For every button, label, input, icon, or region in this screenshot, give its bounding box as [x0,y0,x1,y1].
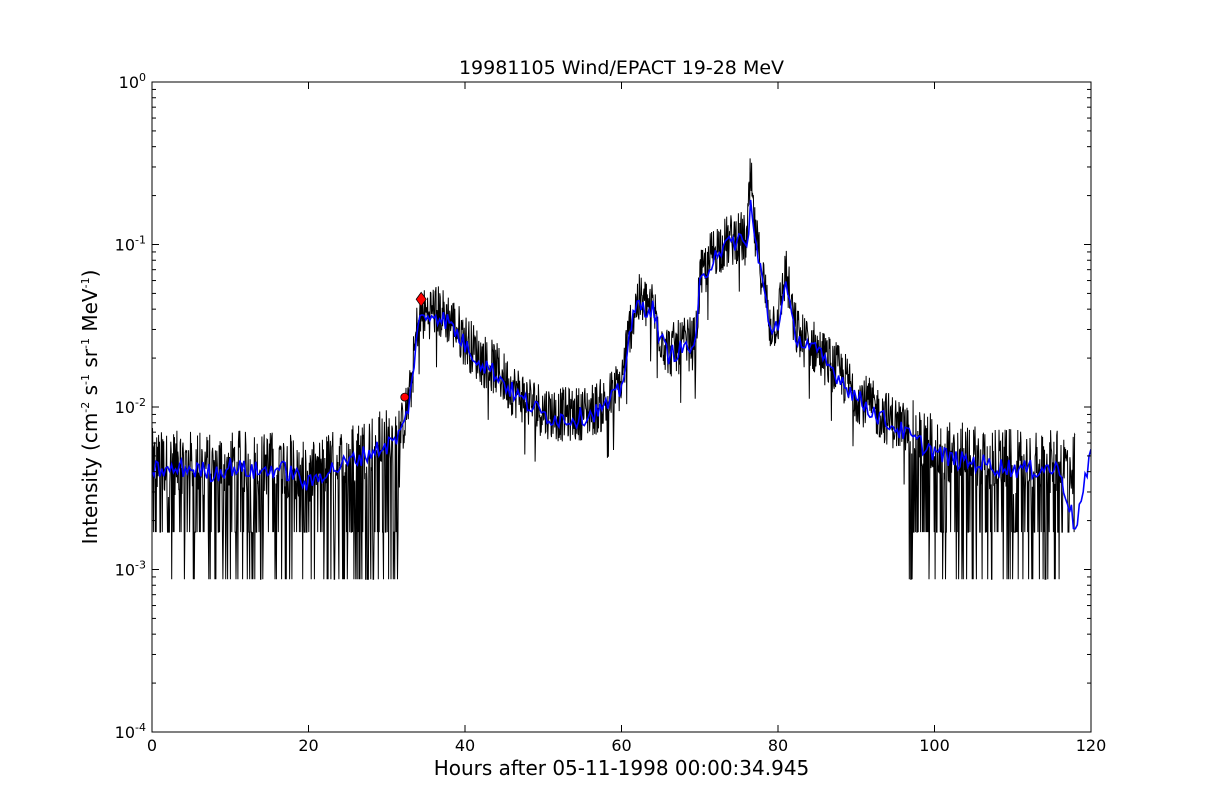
y-axis-title-mev: MeV [78,288,102,338]
y-tick-label: 10-3 [115,559,146,580]
y-tick-label: 10-4 [115,721,146,742]
series-raw-line [152,158,1076,580]
y-tick-label: 10-2 [115,396,146,417]
y-axis-title-sr: sr [78,348,102,374]
x-tick-label: 120 [1076,736,1107,755]
series-smoothed-line [152,199,1091,530]
y-axis-title: Intensity (cm-2 s-1 sr-1 MeV-1) [78,270,102,545]
x-tick-label: 80 [768,736,788,755]
marker-peak-diamond [415,291,427,307]
x-tick-label: 20 [298,736,318,755]
y-axis-title-prefix: Intensity (cm [78,413,102,545]
x-tick-label: 40 [455,736,475,755]
x-tick-label: 100 [919,736,950,755]
y-axis-title-exp2: -1 [79,374,92,385]
y-axis-title-s: s [78,385,102,402]
x-axis-title: Hours after 05-11-1998 00:00:34.945 [434,756,810,780]
y-axis-title-exp1: -2 [79,402,92,413]
y-tick-label: 10-1 [115,234,146,255]
x-tick-label: 0 [147,736,157,755]
series-layer [152,158,1091,580]
y-axis-title-exp4: -1 [79,277,92,288]
y-axis-title-exp3: -1 [79,338,92,349]
chart-title: 19981105 Wind/EPACT 19-28 MeV [459,57,784,79]
tick-layer: 0 20 40 60 80 100 120 10-4 10-3 10-2 10-1 100 [115,71,1107,755]
marker-onset-circle [400,392,410,402]
y-tick-label: 100 [119,71,146,92]
marker-layer [400,291,427,402]
y-axis-title-suffix: ) [78,270,102,278]
x-tick-label: 60 [611,736,631,755]
